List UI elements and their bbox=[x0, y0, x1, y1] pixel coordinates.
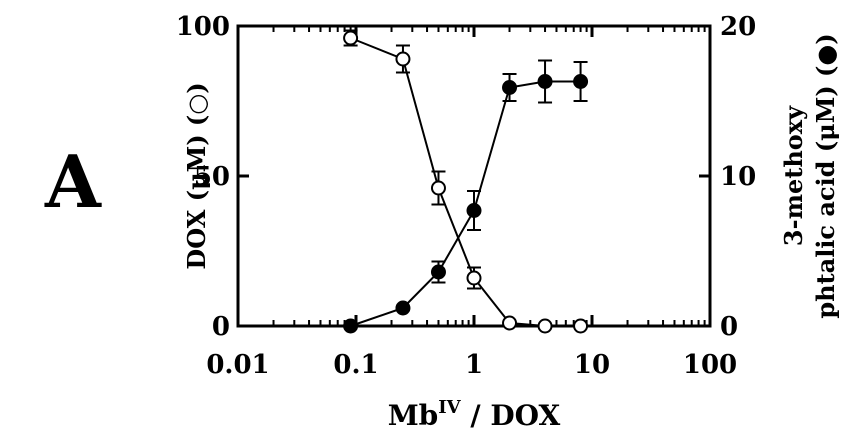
y-left-tick-label: 0 bbox=[212, 312, 230, 342]
filled-data-point bbox=[343, 318, 359, 334]
x-tick-label: 1 bbox=[465, 350, 483, 380]
y-axis-left-label: DOX (μM) (○) bbox=[182, 82, 211, 269]
y-axis-right-label-line2: phtalic acid (μM) (●) bbox=[811, 33, 840, 318]
axes: 0.01 0.1 1 10 100 0 50 100 0 10 20 bbox=[176, 12, 756, 380]
x-tick-label: 100 bbox=[683, 350, 737, 380]
y-left-tick-label: 100 bbox=[176, 12, 230, 42]
markers bbox=[343, 30, 589, 334]
filled-data-point bbox=[502, 80, 518, 95]
panel-label: A bbox=[44, 139, 102, 224]
x-tick-label: 0.01 bbox=[206, 350, 269, 380]
open-data-point bbox=[573, 318, 589, 334]
x-axis-label-superscript: IV bbox=[438, 397, 461, 418]
open-data-point bbox=[502, 315, 518, 331]
open-data-point bbox=[395, 51, 411, 67]
open-data-point bbox=[537, 318, 553, 334]
filled-data-point bbox=[537, 74, 553, 89]
open-data-point bbox=[343, 30, 359, 46]
series-line bbox=[350, 80, 581, 327]
filled-data-point bbox=[395, 300, 411, 316]
x-tick-label: 0.1 bbox=[333, 350, 378, 380]
x-axis-label: MbIV / DOX bbox=[388, 397, 561, 432]
y-right-tick-label: 10 bbox=[720, 162, 756, 192]
open-data-point bbox=[466, 270, 482, 286]
x-axis-label-main: Mb bbox=[388, 399, 439, 432]
y-left-tick-label: 50 bbox=[194, 162, 230, 192]
y-axis-right-label-line1: 3-methoxy bbox=[779, 105, 808, 246]
filled-data-point bbox=[466, 203, 482, 218]
filled-data-point bbox=[573, 74, 589, 89]
x-tick-label: 10 bbox=[574, 350, 610, 380]
x-axis-label-suffix: / DOX bbox=[461, 399, 561, 432]
error-bars bbox=[343, 29, 588, 290]
y-right-tick-label: 0 bbox=[720, 312, 738, 342]
open-data-point bbox=[430, 180, 446, 196]
filled-data-point bbox=[430, 264, 446, 280]
y-right-tick-label: 20 bbox=[720, 12, 756, 42]
